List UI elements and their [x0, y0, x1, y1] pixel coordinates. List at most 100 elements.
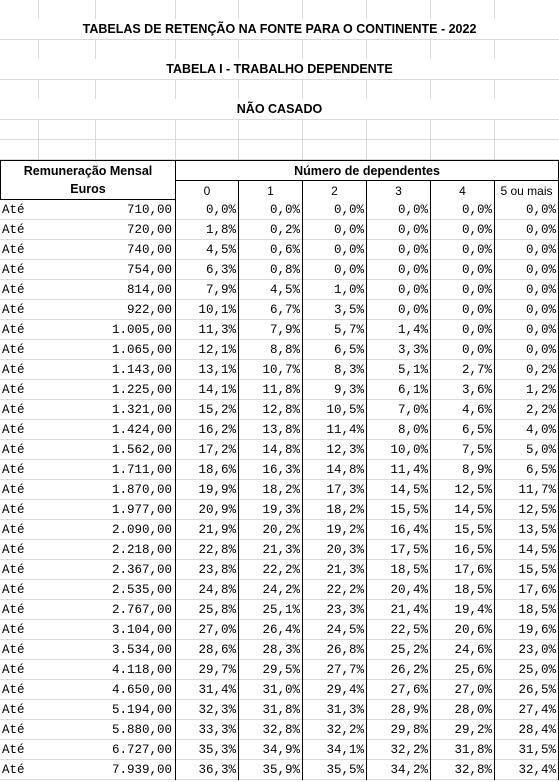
amount: 6.727,00	[111, 743, 172, 757]
row-label: Até	[2, 563, 25, 577]
rate: 25,2%	[366, 640, 430, 660]
rate: 14,1%	[175, 380, 238, 400]
rate: 24,6%	[430, 640, 494, 660]
rate: 14,8%	[302, 460, 366, 480]
row-background	[0, 720, 559, 740]
rate: 0,0%	[494, 260, 559, 280]
rate: 0,0%	[175, 200, 238, 220]
rate: 4,5%	[238, 280, 302, 300]
rate: 16,5%	[430, 540, 494, 560]
row-background	[0, 240, 559, 260]
rate: 0,0%	[430, 200, 494, 220]
rate: 29,8%	[366, 720, 430, 740]
rate: 32,8%	[238, 720, 302, 740]
rate: 10,1%	[175, 300, 238, 320]
row-background	[0, 540, 559, 560]
rate: 4,5%	[175, 240, 238, 260]
rate: 5,7%	[302, 320, 366, 340]
row-label: Até	[2, 223, 25, 237]
amount: 1.143,00	[111, 363, 172, 377]
amount: 1.225,00	[111, 383, 172, 397]
row-label: Até	[2, 723, 25, 737]
rate: 29,2%	[430, 720, 494, 740]
rate: 21,3%	[238, 540, 302, 560]
row-background	[0, 580, 559, 600]
column-header: 0	[175, 180, 238, 201]
row-label: Até	[2, 423, 25, 437]
row-label: Até	[2, 383, 25, 397]
row-background	[0, 200, 559, 220]
rate: 19,2%	[302, 520, 366, 540]
rate: 19,9%	[175, 480, 238, 500]
rate: 0,0%	[494, 320, 559, 340]
rate: 20,3%	[302, 540, 366, 560]
rate: 7,9%	[238, 320, 302, 340]
rate: 27,0%	[430, 680, 494, 700]
rate: 6,7%	[238, 300, 302, 320]
amount: 2.218,00	[111, 543, 172, 557]
row-background	[0, 460, 559, 480]
amount: 5.194,00	[111, 703, 172, 717]
row-label: Até	[2, 323, 25, 337]
header-label: Remuneração Mensal	[23, 164, 153, 178]
rate: 24,5%	[302, 620, 366, 640]
amount: 814,00	[126, 283, 172, 297]
row-label: Até	[2, 543, 25, 557]
rate: 8,9%	[430, 460, 494, 480]
amount: 1.562,00	[111, 443, 172, 457]
rate: 0,0%	[302, 220, 366, 240]
row-label: Até	[2, 443, 25, 457]
rate: 28,6%	[175, 640, 238, 660]
rate: 16,2%	[175, 420, 238, 440]
rate: 0,6%	[238, 240, 302, 260]
rate: 31,8%	[430, 740, 494, 760]
rate: 28,4%	[494, 720, 559, 740]
amount: 740,00	[126, 243, 172, 257]
row-background	[0, 640, 559, 660]
rate: 24,2%	[238, 580, 302, 600]
rate: 14,8%	[238, 440, 302, 460]
amount: 1.977,00	[111, 503, 172, 517]
rate: 29,4%	[302, 680, 366, 700]
rate: 11,8%	[238, 380, 302, 400]
rate: 14,5%	[494, 540, 559, 560]
rate: 15,5%	[494, 560, 559, 580]
rate: 0,0%	[366, 220, 430, 240]
column-header: 3	[366, 180, 430, 201]
rate: 36,3%	[175, 760, 238, 780]
row-label: Até	[2, 583, 25, 597]
row-label: Até	[2, 343, 25, 357]
rate: 13,8%	[238, 420, 302, 440]
rate: 6,5%	[494, 460, 559, 480]
rate: 32,2%	[366, 740, 430, 760]
row-label: Até	[2, 643, 25, 657]
rate: 0,0%	[430, 240, 494, 260]
rate: 7,9%	[175, 280, 238, 300]
rate: 35,5%	[302, 760, 366, 780]
rate: 1,4%	[366, 320, 430, 340]
rate: 25,8%	[175, 600, 238, 620]
row-label: Até	[2, 683, 25, 697]
row-label: Até	[2, 283, 25, 297]
rate: 0,0%	[430, 260, 494, 280]
rate: 0,0%	[430, 280, 494, 300]
title: TABELAS DE RETENÇÃO NA FONTE PARA O CONT…	[0, 19, 559, 39]
rate: 0,2%	[494, 360, 559, 380]
rate: 23,3%	[302, 600, 366, 620]
header-cell: Remuneração Mensal Euros	[0, 160, 175, 200]
rate: 16,4%	[366, 520, 430, 540]
amount: 2.535,00	[111, 583, 172, 597]
rate: 15,5%	[366, 500, 430, 520]
rate: 6,5%	[430, 420, 494, 440]
row-background	[0, 660, 559, 680]
rate: 19,3%	[238, 500, 302, 520]
rate: 32,8%	[430, 760, 494, 780]
rate: 32,3%	[175, 700, 238, 720]
rate: 21,4%	[366, 600, 430, 620]
rate: 5,1%	[366, 360, 430, 380]
rate: 17,2%	[175, 440, 238, 460]
row-label: Até	[2, 203, 25, 217]
rate: 27,0%	[175, 620, 238, 640]
rate: 0,2%	[238, 220, 302, 240]
